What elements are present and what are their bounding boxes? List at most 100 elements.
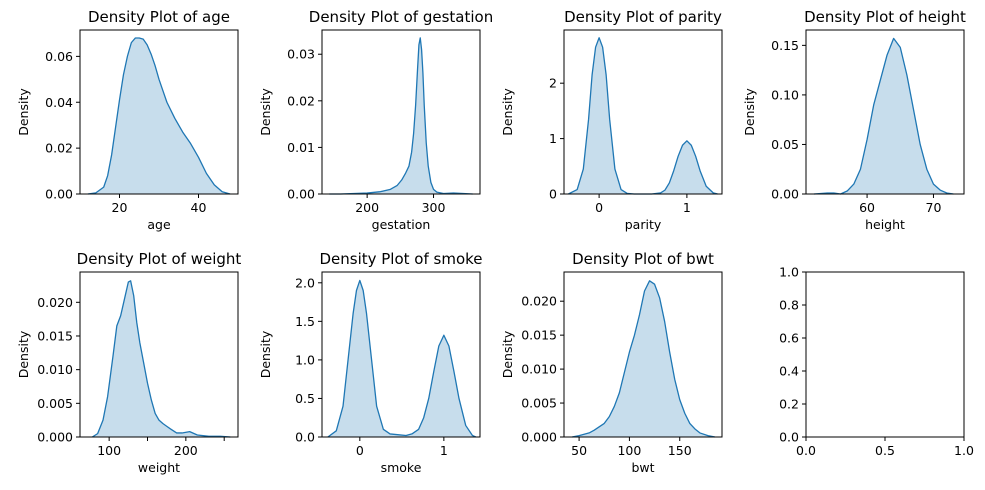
y-tick-label: 0.6 bbox=[779, 331, 799, 346]
x-tick-label: 200 bbox=[355, 200, 379, 215]
y-tick-label: 0.005 bbox=[521, 396, 557, 411]
density-area bbox=[327, 280, 476, 437]
y-tick-label: 0.4 bbox=[779, 364, 799, 379]
x-tick-label: 100 bbox=[97, 443, 121, 458]
y-tick-label: 0.015 bbox=[521, 328, 557, 343]
y-tick-label: 0.00 bbox=[45, 187, 73, 202]
density-area bbox=[813, 38, 954, 194]
y-tick-label: 0.5 bbox=[295, 391, 315, 406]
subplot-8: 0.0 0.5 1.0 0.0 0.2 0.4 0.6 0.8 1.0 bbox=[779, 265, 974, 459]
subplot-1: 20 40 0.00 0.02 0.04 0.06 Density Plot of age a… bbox=[16, 8, 239, 232]
density-curve bbox=[327, 279, 477, 438]
y-tick-label: 0.020 bbox=[37, 295, 73, 310]
x-tick-label: 0 bbox=[595, 200, 603, 215]
x-tick-label: 200 bbox=[174, 443, 198, 458]
subplot-title: Density Plot of gestation bbox=[309, 8, 493, 26]
y-tick-label: 0.02 bbox=[287, 93, 315, 108]
x-tick-label: 1 bbox=[440, 443, 448, 458]
y-tick-label: 0 bbox=[549, 187, 557, 202]
y-tick-label: 2 bbox=[549, 76, 557, 91]
x-axis-label: smoke bbox=[381, 460, 422, 475]
y-tick-label: 0.020 bbox=[521, 294, 557, 309]
density-curve bbox=[91, 280, 231, 438]
x-tick-label: 1.0 bbox=[954, 443, 974, 458]
subplot-2: 200 300 0.00 0.01 0.02 0.03 Density Plot of ge… bbox=[258, 8, 493, 232]
y-tick-label: 1 bbox=[549, 131, 557, 146]
subplot-6: 0 1 0.0 0.5 1.0 1.5 2.0 Density Plot of smoke sm… bbox=[258, 250, 483, 475]
subplot-title: Density Plot of weight bbox=[77, 250, 242, 268]
subplot-5: 100 200 0.000 0.005 0.010 0.015 0.020 Density P… bbox=[16, 250, 241, 475]
y-axis-label: Density bbox=[258, 330, 273, 378]
y-tick-label: 0.8 bbox=[779, 298, 799, 313]
y-tick-label: 0.010 bbox=[37, 362, 73, 377]
y-tick-label: 0.01 bbox=[287, 140, 315, 155]
x-tick-label: 1 bbox=[683, 200, 691, 215]
x-tick-label: 20 bbox=[112, 200, 128, 215]
y-tick-label: 0.05 bbox=[771, 137, 799, 152]
subplot-title: Density Plot of parity bbox=[564, 8, 722, 26]
y-tick-label: 0.00 bbox=[771, 187, 799, 202]
x-tick-label: 0.0 bbox=[796, 443, 816, 458]
y-tick-label: 0.015 bbox=[37, 328, 73, 343]
subplot-title: Density Plot of age bbox=[88, 8, 230, 26]
x-axis-label: weight bbox=[138, 460, 180, 475]
x-axis-label: gestation bbox=[372, 217, 431, 232]
x-tick-label: 100 bbox=[617, 443, 641, 458]
subplot-3: 0 1 0 1 2 Density Plot of parity parity Density bbox=[500, 8, 723, 232]
y-axis-label: Density bbox=[16, 330, 31, 378]
axes-frame bbox=[563, 29, 723, 195]
y-tick-label: 0.04 bbox=[45, 95, 73, 110]
y-tick-label: 1.0 bbox=[295, 352, 315, 367]
y-axis-label: Density bbox=[742, 88, 757, 136]
y-tick-label: 0.000 bbox=[521, 430, 557, 445]
y-tick-label: 0.00 bbox=[287, 187, 315, 202]
density-curve bbox=[813, 37, 954, 195]
axes-frame bbox=[79, 271, 239, 438]
y-axis-label: Density bbox=[500, 330, 515, 378]
y-tick-label: 2.0 bbox=[295, 275, 315, 290]
y-tick-label: 0.005 bbox=[37, 396, 73, 411]
subplot-7: 50 100 150 0.000 0.005 0.010 0.015 0.020 Density… bbox=[500, 250, 723, 475]
y-tick-label: 0.000 bbox=[37, 430, 73, 445]
y-tick-label: 0.06 bbox=[45, 49, 73, 64]
subplot-title: Density Plot of height bbox=[804, 8, 966, 26]
density-curve bbox=[329, 37, 473, 195]
density-area bbox=[92, 280, 231, 437]
axes-frame bbox=[805, 29, 965, 195]
axes-frame bbox=[321, 29, 481, 195]
subplot-title: Density Plot of smoke bbox=[319, 250, 482, 268]
x-tick-label: 0 bbox=[356, 443, 364, 458]
x-axis-label: parity bbox=[625, 217, 662, 232]
y-tick-label: 0.010 bbox=[521, 362, 557, 377]
subplot-title: Density Plot of bwt bbox=[572, 250, 714, 268]
x-tick-label: 50 bbox=[571, 443, 587, 458]
axes-frame bbox=[79, 29, 239, 195]
y-tick-label: 0.02 bbox=[45, 141, 73, 156]
x-tick-label: 150 bbox=[668, 443, 692, 458]
y-axis-label: Density bbox=[258, 88, 273, 136]
x-axis-label: bwt bbox=[631, 460, 654, 475]
x-tick-label: 60 bbox=[859, 200, 875, 215]
x-tick-label: 300 bbox=[422, 200, 446, 215]
y-tick-label: 1.5 bbox=[295, 314, 315, 329]
y-tick-label: 0.03 bbox=[287, 47, 315, 62]
x-axis-label: height bbox=[865, 217, 905, 232]
y-tick-label: 0.10 bbox=[771, 87, 799, 102]
y-tick-label: 0.2 bbox=[779, 397, 799, 412]
y-tick-label: 1.0 bbox=[779, 265, 799, 280]
x-axis-label: age bbox=[147, 217, 171, 232]
y-tick-label: 0.15 bbox=[771, 38, 799, 53]
y-tick-label: 0.0 bbox=[295, 430, 315, 445]
subplot-4: 60 70 0.00 0.05 0.10 0.15 Density Plot of heig… bbox=[742, 8, 966, 232]
y-tick-label: 0.0 bbox=[779, 430, 799, 445]
x-tick-label: 0.5 bbox=[875, 443, 895, 458]
y-axis-label: Density bbox=[500, 88, 515, 136]
x-tick-label: 70 bbox=[926, 200, 942, 215]
axes-frame bbox=[563, 271, 723, 438]
x-tick-label: 40 bbox=[191, 200, 207, 215]
density-curve bbox=[571, 280, 716, 438]
axes-frame bbox=[321, 271, 481, 438]
